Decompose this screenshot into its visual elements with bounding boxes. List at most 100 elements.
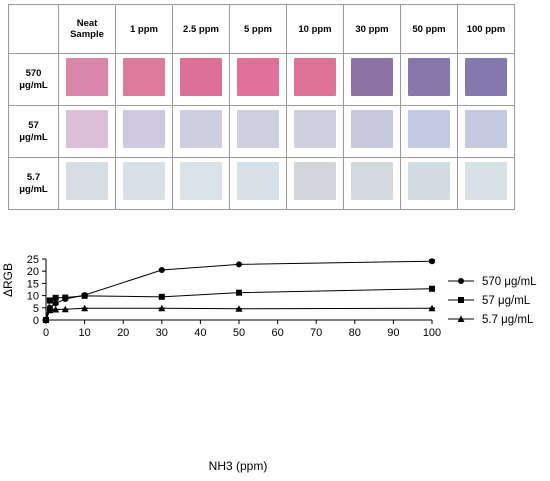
- x-tick-label: 80: [349, 327, 361, 339]
- x-tick-label: 10: [78, 327, 90, 339]
- x-tick-label: 100: [423, 327, 441, 339]
- color-swatch: [237, 162, 279, 200]
- swatch-cell: [343, 53, 401, 106]
- data-point: [52, 294, 59, 301]
- swatch-table: Neat Sample 1 ppm 2.5 ppm 5 ppm 10 ppm 30 ppm 5…: [8, 4, 515, 210]
- swatch-cell: [400, 105, 458, 158]
- data-point: [81, 292, 88, 299]
- data-point: [81, 304, 89, 312]
- color-swatch: [66, 58, 108, 96]
- data-point: [236, 289, 242, 296]
- swatch-cell: [457, 157, 515, 210]
- swatch-cell: [58, 105, 116, 158]
- column-header: 1 ppm: [115, 4, 173, 54]
- x-tick-label: 70: [310, 327, 322, 339]
- color-swatch: [237, 110, 279, 148]
- color-swatch: [465, 162, 507, 200]
- y-axis-label: ΔRGB: [1, 263, 15, 297]
- legend-label: 5.7 μg/mL: [482, 314, 534, 326]
- swatch-cell: [229, 157, 287, 210]
- swatch-cell: [343, 105, 401, 158]
- data-point: [46, 306, 54, 314]
- legend: 570 μg/mL 57 μg/mL 5.7 μg/mL: [448, 276, 537, 326]
- swatch-cell: [115, 105, 173, 158]
- data-point: [235, 305, 243, 312]
- color-swatch: [465, 110, 507, 148]
- data-point: [429, 258, 435, 265]
- y-tick-label: 15: [27, 278, 39, 290]
- corner-cell: [8, 4, 59, 54]
- color-swatch: [66, 110, 108, 148]
- column-header: 100 ppm: [457, 4, 515, 54]
- column-header-row: Neat Sample 1 ppm 2.5 ppm 5 ppm 10 ppm 30 ppm 5…: [8, 4, 515, 54]
- series-group: [43, 285, 435, 323]
- legend-label: 57 μg/mL: [482, 295, 531, 307]
- swatch-cell: [286, 157, 344, 210]
- data-point: [42, 316, 50, 323]
- color-swatch: [408, 162, 450, 200]
- swatch-cell: [115, 53, 173, 106]
- column-header: 30 ppm: [343, 4, 401, 54]
- color-swatch: [408, 58, 450, 96]
- column-header: Neat Sample: [58, 4, 116, 54]
- color-swatch: [351, 162, 393, 200]
- swatch-cell: [58, 157, 116, 210]
- x-tick-label: 20: [117, 327, 129, 339]
- data-point: [61, 305, 69, 313]
- table-row: 5.7 μg/mL: [8, 157, 515, 210]
- color-swatch: [351, 58, 393, 96]
- column-header: 10 ppm: [286, 4, 344, 54]
- data-point: [52, 300, 59, 307]
- y-tick-label: 0: [33, 315, 39, 327]
- x-tick-label: 90: [387, 327, 399, 339]
- color-swatch: [465, 58, 507, 96]
- color-swatch: [294, 58, 336, 96]
- legend-label: 570 μg/mL: [482, 276, 537, 288]
- swatch-cell: [343, 157, 401, 210]
- data-point: [52, 306, 60, 313]
- color-swatch: [123, 58, 165, 96]
- legend-entry: 5.7 μg/mL: [448, 314, 534, 326]
- x-tick-label: 30: [156, 327, 168, 339]
- swatch-cell: [229, 53, 287, 106]
- x-tick-label: 60: [271, 327, 283, 339]
- x-tick-label: 50: [233, 327, 245, 339]
- data-point: [158, 266, 165, 273]
- swatch-cell: [229, 105, 287, 158]
- color-swatch: [408, 110, 450, 148]
- data-point: [158, 293, 165, 300]
- table-row: 570 μg/mL: [8, 53, 515, 106]
- color-swatch: [294, 110, 336, 148]
- swatch-cell: [400, 157, 458, 210]
- row-header: 57 μg/mL: [8, 105, 59, 158]
- data-point: [429, 285, 435, 292]
- y-tick-label: 25: [27, 254, 39, 266]
- y-tick-label: 10: [27, 291, 39, 303]
- table-row: 57 μg/mL: [8, 105, 515, 158]
- swatch-cell: [457, 105, 515, 158]
- column-header: 5 ppm: [229, 4, 287, 54]
- data-point: [458, 297, 464, 303]
- data-point: [46, 297, 53, 304]
- swatch-cell: [172, 157, 230, 210]
- x-axis-label: NH3 (ppm): [209, 459, 268, 473]
- x-tick-label: 0: [43, 327, 49, 339]
- y-tick-label: 5: [33, 303, 39, 315]
- color-swatch: [351, 110, 393, 148]
- series-group: [42, 304, 436, 323]
- y-tick-label: 20: [27, 266, 39, 278]
- color-swatch: [123, 110, 165, 148]
- swatch-cell: [172, 105, 230, 158]
- swatch-cell: [286, 53, 344, 106]
- color-swatch: [180, 110, 222, 148]
- data-point: [457, 315, 465, 322]
- data-point: [62, 294, 69, 301]
- swatch-cell: [400, 53, 458, 106]
- color-swatch: [123, 162, 165, 200]
- x-tick-label: 40: [194, 327, 206, 339]
- column-header: 2.5 ppm: [172, 4, 230, 54]
- color-swatch: [180, 58, 222, 96]
- color-swatch: [237, 58, 279, 96]
